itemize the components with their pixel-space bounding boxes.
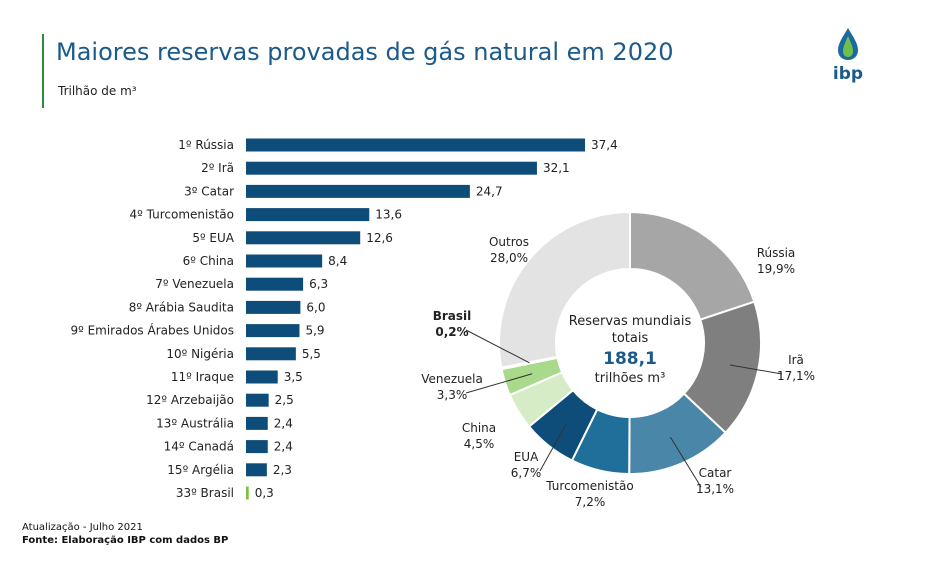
bar-value-label: 2,5 — [275, 393, 294, 407]
page-title: Maiores reservas provadas de gás natural… — [56, 38, 674, 66]
bar — [246, 138, 585, 152]
bar-category-label: 9º Emirados Árabes Unidos — [70, 323, 234, 338]
slice-label: Outros — [489, 235, 529, 249]
bar-value-label: 13,6 — [375, 208, 402, 222]
slice-label: Venezuela — [421, 372, 483, 386]
bar — [246, 370, 278, 384]
bar-value-label: 5,9 — [305, 324, 324, 338]
donut-slice — [629, 210, 756, 321]
slice-percent-label: 0,2% — [435, 325, 468, 339]
bar-category-label: 33º Brasil — [176, 486, 234, 500]
bar-category-label: 11º Iraque — [171, 370, 234, 384]
bar-value-label: 12,6 — [366, 231, 393, 245]
bar — [246, 300, 301, 314]
slice-leader-line — [465, 373, 533, 394]
bar — [246, 347, 296, 361]
slice-label: China — [462, 421, 496, 435]
slice-leader-line — [539, 423, 567, 472]
bar-category-label: 13º Austrália — [156, 416, 234, 430]
bar-category-label: 4º Turcomenistão — [130, 208, 235, 222]
donut-slice — [498, 210, 631, 369]
logo-text: ibp — [833, 64, 863, 84]
slice-percent-label: 7,2% — [575, 495, 606, 509]
bar — [246, 463, 267, 477]
slice-leader-line — [465, 329, 530, 364]
slice-percent-label: 6,7% — [511, 466, 542, 480]
bar — [246, 486, 249, 500]
slice-percent-label: 28,0% — [490, 251, 528, 265]
bar-category-label: 1º Rússia — [178, 138, 234, 152]
source-note: Fonte: Elaboração IBP com dados BP — [22, 535, 229, 546]
bar-value-label: 0,3 — [255, 486, 274, 500]
slice-label: Catar — [699, 466, 732, 480]
bar-value-label: 2,4 — [274, 440, 293, 454]
slice-leader-line — [669, 436, 702, 488]
bar-category-label: 3º Catar — [184, 184, 234, 198]
slice-label: EUA — [514, 450, 539, 464]
bar-value-label: 3,5 — [284, 370, 303, 384]
slice-percent-label: 17,1% — [777, 369, 815, 383]
bar-category-label: 12º Arzebaijão — [146, 393, 234, 407]
bar — [246, 277, 304, 291]
bar — [246, 184, 470, 198]
donut-center-text: Reservas mundiais — [569, 314, 692, 329]
bar-value-label: 2,4 — [274, 416, 293, 430]
bar — [246, 161, 537, 175]
slice-label: Irã — [788, 353, 804, 367]
bar-category-label: 7º Venezuela — [155, 277, 234, 291]
bar-value-label: 6,3 — [309, 277, 328, 291]
bar — [246, 324, 300, 338]
slice-percent-label: 19,9% — [757, 262, 795, 276]
bar-category-label: 14º Canadá — [164, 440, 234, 454]
bar-chart: 1º Rússia 37,4 2º Irã 32,1 3º Catar 24,7 4º Tu… — [70, 138, 617, 500]
donut-chart: Rússia 19,9% Irã 17,1% Catar 13,1% Turcomenist… — [421, 210, 815, 509]
donut-center-text: trilhões m³ — [595, 371, 666, 386]
slice-leader-line — [730, 364, 783, 375]
bar-category-label: 5º EUA — [192, 231, 234, 245]
ibp-logo: ibp — [833, 28, 863, 84]
slice-percent-label: 3,3% — [437, 388, 468, 402]
bar — [246, 440, 268, 454]
bar-value-label: 6,0 — [306, 300, 325, 314]
bar — [246, 231, 361, 245]
bar-value-label: 5,5 — [302, 347, 321, 361]
bar — [246, 254, 323, 268]
bar-category-label: 6º China — [183, 254, 234, 268]
update-note: Atualização - Julho 2021 — [22, 522, 143, 533]
slice-percent-label: 4,5% — [464, 437, 495, 451]
donut-center-text: 188,1 — [603, 349, 657, 369]
donut-center-text: totais — [612, 331, 649, 346]
bar — [246, 208, 370, 222]
title-accent-line — [42, 34, 44, 108]
bar-category-label: 10º Nigéria — [166, 347, 234, 361]
unit-subtitle: Trilhão de m³ — [58, 84, 137, 98]
bar-value-label: 8,4 — [328, 254, 347, 268]
bar-value-label: 37,4 — [591, 138, 618, 152]
slice-label: Turcomenistão — [545, 479, 633, 493]
bar-category-label: 2º Irã — [201, 161, 234, 175]
bar — [246, 416, 268, 430]
bar-category-label: 15º Argélia — [167, 463, 234, 477]
bar-value-label: 32,1 — [543, 161, 570, 175]
bar — [246, 393, 269, 407]
bar-value-label: 2,3 — [273, 463, 292, 477]
slice-percent-label: 13,1% — [696, 482, 734, 496]
slice-label: Brasil — [433, 309, 472, 323]
bar-value-label: 24,7 — [476, 184, 503, 198]
slice-label: Rússia — [757, 246, 796, 260]
bar-category-label: 8º Arábia Saudita — [129, 300, 234, 314]
